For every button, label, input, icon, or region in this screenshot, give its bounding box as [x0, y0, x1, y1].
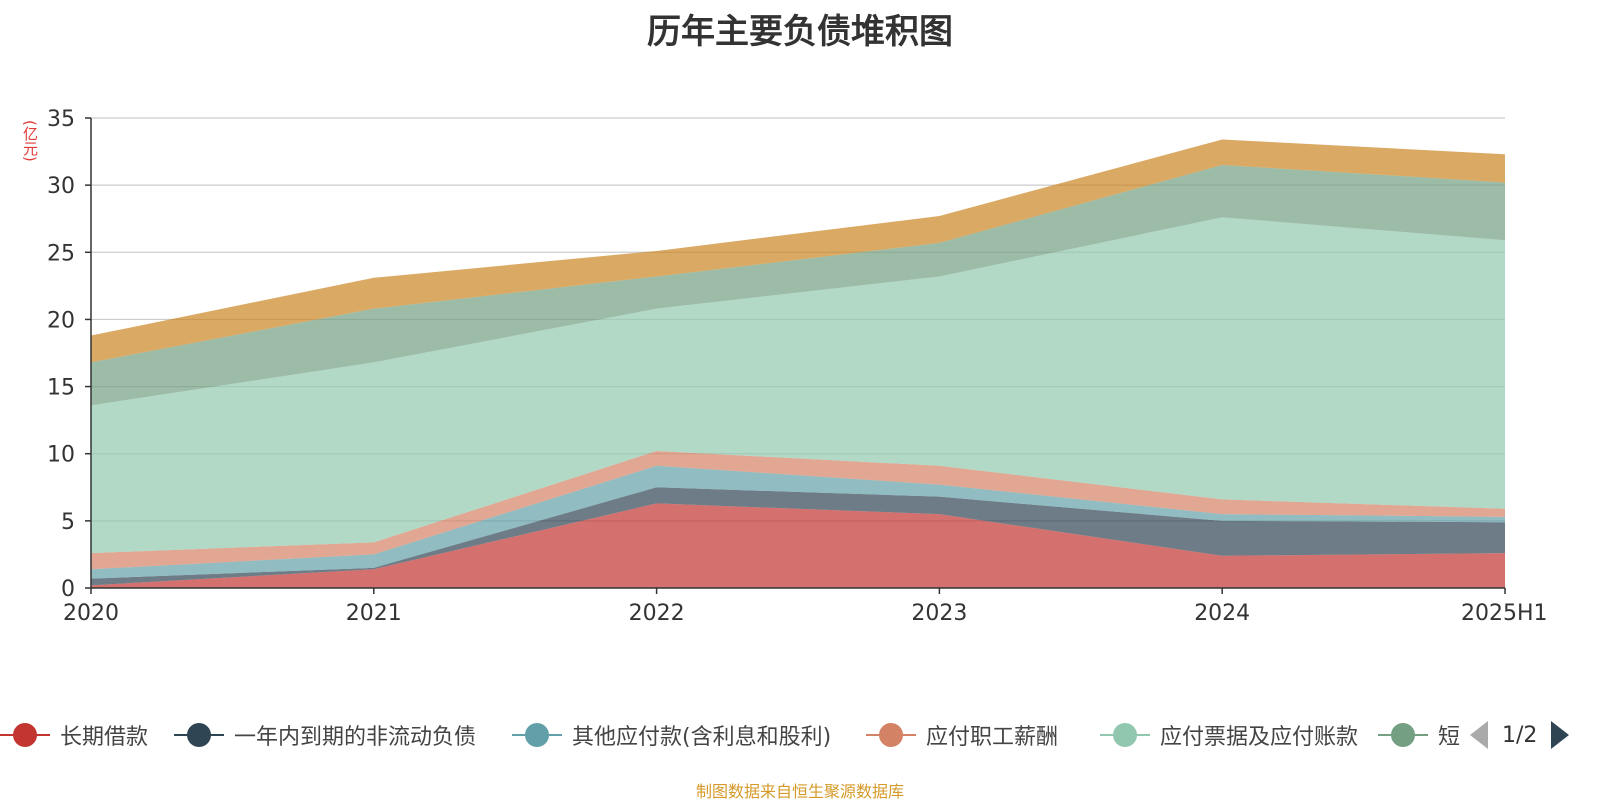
legend-pager: 1/2	[1470, 718, 1570, 752]
legend-label: 其他应付款(含利息和股利)	[572, 725, 832, 750]
legend-prev-page-icon[interactable]	[1470, 721, 1488, 749]
x-tick-label: 2023	[911, 601, 967, 626]
y-tick-label: 35	[47, 107, 75, 132]
legend-item[interactable]: 应付职工薪酬	[866, 718, 1058, 752]
area-series-1	[91, 503, 1505, 588]
area-series-2	[91, 487, 1505, 586]
legend-label: 应付票据及应付账款	[1160, 725, 1359, 750]
chart-title: 历年主要负债堆积图	[647, 12, 953, 52]
area-series-4	[91, 451, 1505, 570]
source-note: 制图数据来自恒生聚源数据库	[695, 782, 904, 801]
legend-marker-icon	[174, 720, 224, 750]
legend-next-page-icon[interactable]	[1551, 721, 1570, 749]
y-tick-label: 30	[47, 174, 75, 199]
legend-label: 长期借款	[60, 725, 149, 750]
legend-item[interactable]: 长期借款	[0, 718, 148, 752]
y-tick-label: 0	[61, 577, 75, 602]
x-tick-label: 2020	[63, 601, 119, 626]
legend-marker-icon	[1378, 720, 1428, 750]
x-tick-label: 2021	[346, 601, 402, 626]
area-series-6	[91, 165, 1505, 406]
x-tick-label: 2025H1	[1461, 601, 1548, 626]
y-tick-label: 10	[47, 443, 75, 468]
x-tick-label: 2022	[629, 601, 685, 626]
stacked-area-chart: 0 5 10 15 20 25 30 35 2020 2021 2022 2023 2024 2025H1	[47, 107, 1548, 626]
legend-marker-icon	[0, 720, 50, 750]
y-tick-label: 20	[47, 308, 75, 333]
legend-marker-icon	[512, 720, 562, 750]
y-axis-unit-label: (亿元)	[21, 120, 39, 162]
legend-item[interactable]: 一年内到期的非流动负债	[174, 718, 476, 752]
legend-items: 长期借款 一年内到期的非流动负债 其他应付款(含利息和股利) 应付职工薪酬 应付票据及应…	[0, 718, 1464, 752]
legend-label: 短	[1438, 725, 1461, 750]
legend-item[interactable]: 短	[1378, 718, 1460, 752]
x-tick-label: 2024	[1194, 601, 1250, 626]
legend-item[interactable]: 应付票据及应付账款	[1100, 718, 1358, 752]
legend-label: 应付职工薪酬	[926, 725, 1059, 750]
legend: 长期借款 一年内到期的非流动负债 其他应付款(含利息和股利) 应付职工薪酬 应付票据及应…	[0, 718, 1600, 752]
area-series-5	[91, 217, 1505, 554]
area-series-7	[91, 139, 1505, 363]
legend-label: 一年内到期的非流动负债	[234, 725, 477, 750]
legend-item[interactable]: 其他应付款(含利息和股利)	[512, 718, 831, 752]
y-tick-label: 15	[47, 376, 75, 401]
area-series-3	[91, 465, 1505, 579]
legend-marker-icon	[1100, 720, 1150, 750]
legend-marker-icon	[866, 720, 916, 750]
y-tick-label: 25	[47, 241, 75, 266]
legend-page-indicator: 1/2	[1502, 722, 1538, 748]
y-tick-label: 5	[61, 510, 75, 535]
